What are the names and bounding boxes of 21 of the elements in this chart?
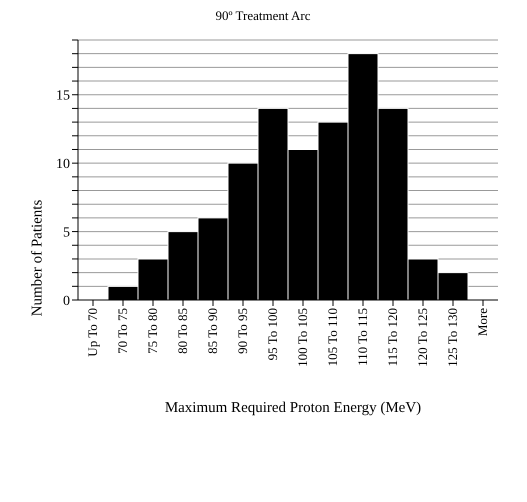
x-tick-label: 95 To 100	[265, 308, 280, 360]
x-axis-title: Maximum Required Proton Energy (MeV)	[164, 400, 422, 417]
y-tick-label: 10	[56, 157, 70, 172]
x-tick-label: 90 To 95	[235, 308, 250, 354]
x-tick-label: 85 To 90	[205, 308, 220, 354]
x-tick-label: 105 To 110	[325, 308, 340, 366]
x-tick-label: 125 To 130	[445, 308, 460, 367]
x-tick-label: 75 To 80	[145, 308, 160, 354]
y-axis-title: Number of Patients	[30, 200, 46, 316]
x-tick-label: 120 To 125	[415, 308, 430, 367]
y-tick-label: 5	[63, 226, 70, 241]
x-tick-label: Up To 70	[85, 308, 100, 357]
y-tick-label: 0	[63, 294, 70, 309]
chart-title: 90º Treatment Arc	[214, 8, 312, 25]
x-tick-label: 70 To 75	[115, 308, 130, 354]
x-tick-label: 115 To 120	[385, 308, 400, 366]
x-tick-label: 100 To 105	[295, 308, 310, 367]
x-tick-label: More	[475, 308, 490, 336]
x-tick-label: 110 To 115	[355, 308, 370, 366]
x-tick-label: 80 To 85	[175, 308, 190, 354]
y-tick-label: 15	[56, 88, 70, 104]
